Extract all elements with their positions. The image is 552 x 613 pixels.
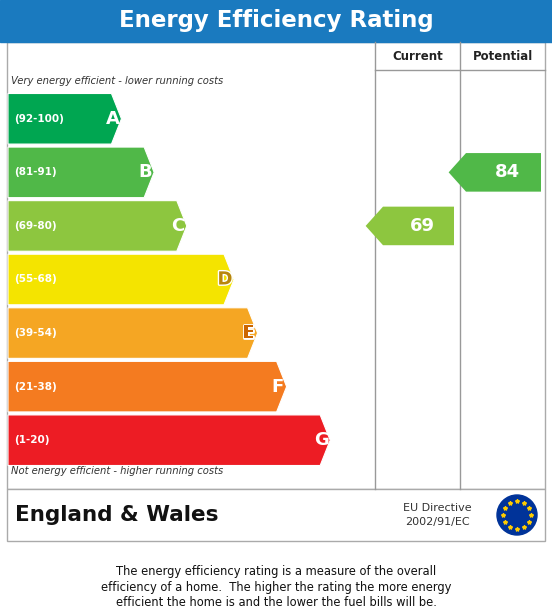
Text: efficiency of a home.  The higher the rating the more energy: efficiency of a home. The higher the rat… — [101, 581, 451, 593]
Text: England & Wales: England & Wales — [15, 505, 219, 525]
Text: Very energy efficient - lower running costs: Very energy efficient - lower running co… — [11, 76, 223, 86]
Text: Potential: Potential — [473, 50, 533, 63]
Circle shape — [497, 495, 537, 535]
Text: (92-100): (92-100) — [14, 114, 64, 124]
Bar — [7, 489, 545, 541]
Text: Energy Efficiency Rating: Energy Efficiency Rating — [119, 9, 433, 32]
Polygon shape — [8, 147, 154, 197]
Text: (55-68): (55-68) — [14, 275, 57, 284]
Polygon shape — [8, 200, 187, 251]
Text: efficient the home is and the lower the fuel bills will be.: efficient the home is and the lower the … — [115, 595, 437, 609]
Text: F: F — [272, 378, 284, 395]
Text: (81-91): (81-91) — [14, 167, 57, 177]
Text: E: E — [242, 324, 254, 342]
Text: G: G — [314, 431, 328, 449]
Polygon shape — [8, 94, 121, 144]
Text: (21-38): (21-38) — [14, 382, 57, 392]
Polygon shape — [8, 415, 330, 465]
Polygon shape — [8, 361, 286, 412]
Text: (39-54): (39-54) — [14, 328, 57, 338]
Bar — [7, 42, 545, 489]
Text: D: D — [217, 270, 232, 289]
Polygon shape — [8, 308, 258, 359]
Polygon shape — [365, 207, 454, 245]
Text: EU Directive: EU Directive — [403, 503, 472, 513]
Text: A: A — [105, 110, 119, 128]
Text: Current: Current — [392, 50, 443, 63]
Text: The energy efficiency rating is a measure of the overall: The energy efficiency rating is a measur… — [116, 566, 436, 579]
Text: 69: 69 — [410, 217, 435, 235]
Polygon shape — [8, 254, 234, 305]
Text: C: C — [171, 217, 184, 235]
Text: (1-20): (1-20) — [14, 435, 50, 445]
Bar — [0, 0, 552, 42]
Polygon shape — [449, 153, 541, 192]
Text: B: B — [139, 163, 152, 181]
Text: 84: 84 — [495, 163, 520, 181]
Text: (69-80): (69-80) — [14, 221, 57, 231]
Text: 2002/91/EC: 2002/91/EC — [405, 517, 470, 527]
Text: Not energy efficient - higher running costs: Not energy efficient - higher running co… — [11, 466, 223, 476]
